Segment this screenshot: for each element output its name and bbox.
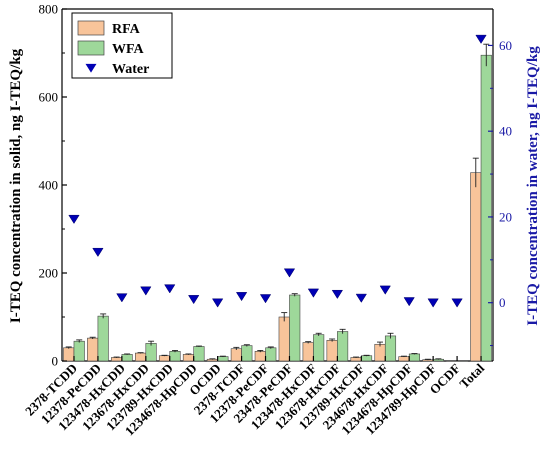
- right-tick-label: 20: [499, 209, 512, 224]
- water-marker: [307, 288, 320, 298]
- water-marker: [116, 293, 128, 303]
- left-axis-title: I-TEQ concentration in solid, ng I-TEQ/k…: [8, 48, 24, 323]
- water-marker: [283, 268, 296, 278]
- bars-layer: [63, 54, 492, 362]
- wfa-bar: [145, 343, 157, 362]
- wfa-bar: [121, 354, 133, 362]
- water-marker: [379, 285, 391, 295]
- water-marker: [92, 247, 104, 257]
- water-marker: [235, 292, 248, 302]
- rfa-legend-label: RFA: [112, 22, 141, 37]
- water-marker: [259, 294, 272, 304]
- wfa-bar: [193, 346, 205, 362]
- water-marker: [164, 284, 176, 294]
- water-marker: [427, 298, 439, 308]
- wfa-bar: [361, 355, 373, 362]
- water-legend-label: Water: [112, 62, 149, 77]
- right-axis-ticks: 0 20 40 60: [488, 38, 512, 347]
- water-marker: [451, 298, 463, 308]
- rfa-bar: [87, 337, 99, 362]
- right-tick-label: 40: [499, 124, 512, 139]
- water-markers-layer: [68, 34, 487, 308]
- error-bars-layer: [65, 43, 490, 361]
- rfa-bar: [326, 340, 338, 362]
- water-marker: [355, 293, 367, 303]
- rfa-bar: [470, 172, 482, 362]
- rfa-bar: [254, 351, 266, 362]
- left-tick-label: 0: [52, 354, 59, 369]
- rfa-bar: [63, 347, 75, 362]
- right-tick-label: 0: [499, 295, 506, 310]
- wfa-bar: [289, 294, 301, 362]
- wfa-bar: [97, 315, 109, 362]
- rfa-bar: [230, 348, 242, 362]
- x-axis-ticks: 2378-TCDD12378-PeCDD123478-HxCDD123678-H…: [22, 356, 487, 439]
- rfa-legend-swatch: [77, 20, 105, 36]
- rfa-bar: [278, 316, 290, 362]
- wfa-bar: [217, 356, 229, 362]
- wfa-bar: [337, 331, 349, 362]
- right-axis-title: I-TEQ concentration in water, ng I-TEQ/k…: [525, 46, 541, 326]
- left-axis-ticks: 0 200 400 600 800: [39, 2, 67, 369]
- rfa-bar: [135, 352, 147, 362]
- water-marker: [331, 289, 344, 300]
- wfa-bar: [313, 334, 325, 362]
- water-marker: [188, 295, 200, 305]
- right-tick-label: 60: [499, 38, 512, 53]
- water-marker: [403, 297, 415, 307]
- x-tick-label: Total: [456, 360, 487, 391]
- legend: RFA WFA Water: [71, 12, 173, 79]
- wfa-bar: [456, 360, 468, 362]
- left-tick-label: 800: [39, 2, 59, 17]
- wfa-bar: [169, 351, 181, 362]
- water-marker: [140, 286, 152, 296]
- water-marker: [68, 214, 80, 224]
- wfa-legend-swatch: [77, 40, 105, 56]
- left-tick-label: 200: [39, 266, 59, 281]
- wfa-bar: [241, 345, 253, 362]
- rfa-bar: [302, 342, 314, 362]
- water-marker: [475, 34, 487, 44]
- wfa-bar: [384, 335, 397, 362]
- left-tick-label: 600: [39, 90, 59, 105]
- wfa-bar: [73, 340, 85, 362]
- wfa-bar: [408, 353, 420, 362]
- left-tick-label: 400: [39, 178, 59, 193]
- wfa-legend-label: WFA: [112, 42, 145, 57]
- rfa-bar: [374, 343, 386, 362]
- water-marker: [211, 298, 224, 308]
- water-legend-swatch: [85, 63, 97, 73]
- wfa-bar: [480, 54, 492, 362]
- wfa-bar: [265, 347, 277, 362]
